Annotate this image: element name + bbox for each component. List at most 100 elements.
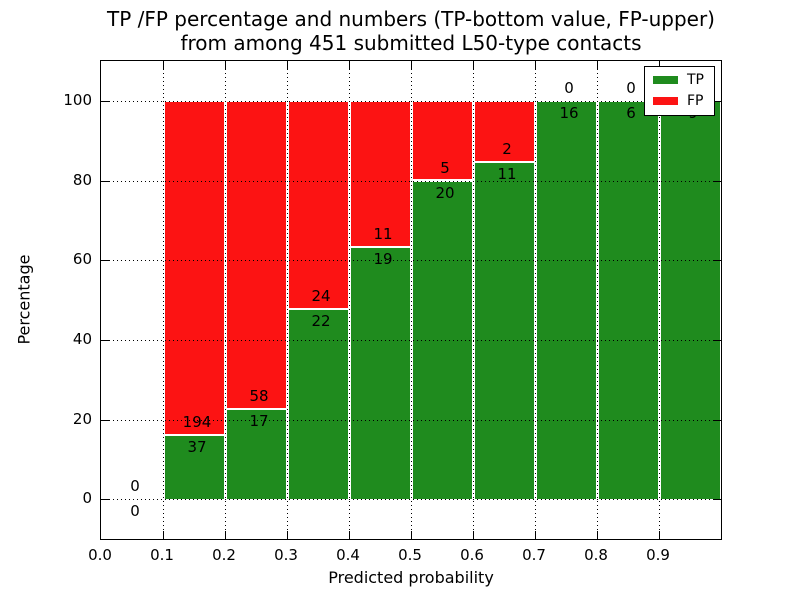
tp-count-label-2: 17 xyxy=(249,411,269,430)
fp-count-label-5: 5 xyxy=(440,158,450,177)
y-tick-right-20 xyxy=(713,419,721,421)
y-tick-right-40 xyxy=(713,339,721,341)
fp-bar-6 xyxy=(474,101,534,162)
tp-bar-4 xyxy=(350,248,410,500)
x-tick-top-0.1 xyxy=(163,61,164,69)
x-tick-top-0.2 xyxy=(225,61,226,69)
tp-bar-3 xyxy=(288,309,348,500)
fp-count-label-0: 0 xyxy=(130,477,140,496)
y-tick-right-60 xyxy=(713,260,721,262)
tp-count-label-8: 6 xyxy=(626,103,636,122)
legend-label-tp: TP xyxy=(687,72,704,88)
fp-count-label-8: 0 xyxy=(626,78,636,97)
x-tick-top-0.9 xyxy=(659,61,660,69)
x-tick-label-0.4: 0.4 xyxy=(336,546,360,564)
y-tick-label-40: 40 xyxy=(72,329,92,348)
y-tick-label-80: 80 xyxy=(72,170,92,189)
grid-layer xyxy=(101,61,721,539)
tp-swatch-icon xyxy=(653,76,678,84)
x-tick-top-0.4 xyxy=(349,61,350,69)
y-tick-left-20 xyxy=(101,419,109,421)
tp-bar-9 xyxy=(660,101,720,500)
x-tick-top-0.6 xyxy=(473,61,474,69)
x-tick-label-0.3: 0.3 xyxy=(274,546,298,564)
tp-bar-7 xyxy=(536,101,596,500)
chart-title: TP /FP percentage and numbers (TP-bottom… xyxy=(100,7,722,55)
x-tick-label-0.0: 0.0 xyxy=(88,546,112,564)
x-tick-bottom-0.4 xyxy=(349,531,350,539)
tp-bar-8 xyxy=(598,101,658,500)
tp-count-label-3: 22 xyxy=(311,311,331,330)
y-tick-left-40 xyxy=(101,339,109,341)
y-tick-label-20: 20 xyxy=(72,409,92,428)
gridline-x-0.2 xyxy=(225,61,226,539)
y-tick-label-60: 60 xyxy=(72,250,92,269)
fp-count-label-2: 58 xyxy=(249,386,269,405)
y-tick-label-0: 0 xyxy=(82,489,92,508)
tp-count-label-5: 20 xyxy=(435,183,455,202)
x-tick-top-0.8 xyxy=(597,61,598,69)
annotations-layer: 00194375817242211195202110160609 xyxy=(101,61,721,539)
plot-area: 00194375817242211195202110160609 TP FP xyxy=(100,60,722,540)
legend: TP FP xyxy=(644,66,715,116)
x-tick-bottom-0.5 xyxy=(411,531,412,539)
x-axis-label: Predicted probability xyxy=(328,568,494,587)
fp-bar-5 xyxy=(412,101,472,180)
x-tick-label-0.5: 0.5 xyxy=(398,546,422,564)
fp-count-label-6: 2 xyxy=(502,140,512,159)
tp-count-label-1: 37 xyxy=(187,438,207,457)
y-tick-label-100: 100 xyxy=(63,90,92,109)
fp-bar-2 xyxy=(226,101,286,408)
y-tick-left-0 xyxy=(101,499,109,501)
fp-count-label-3: 24 xyxy=(311,286,331,305)
tp-bar-6 xyxy=(474,163,534,500)
x-tick-label-0.7: 0.7 xyxy=(522,546,546,564)
tp-bar-2 xyxy=(226,409,286,500)
y-tick-right-100 xyxy=(713,100,721,102)
tp-count-label-7: 16 xyxy=(559,103,579,122)
y-tick-left-100 xyxy=(101,100,109,102)
chart-title-line2: from among 451 submitted L50-type contac… xyxy=(180,31,642,55)
legend-item-tp: TP xyxy=(653,73,704,87)
fp-swatch-icon xyxy=(653,97,678,105)
x-tick-top-0.3 xyxy=(287,61,288,69)
x-tick-bottom-0.6 xyxy=(473,531,474,539)
x-tick-top-0.5 xyxy=(411,61,412,69)
legend-label-fp: FP xyxy=(687,93,704,109)
fp-bar-1 xyxy=(164,101,224,435)
x-tick-label-0.6: 0.6 xyxy=(460,546,484,564)
tp-count-label-4: 19 xyxy=(373,250,393,269)
gridline-x-0.5 xyxy=(411,61,412,539)
gridline-x-0.1 xyxy=(163,61,164,539)
y-tick-left-60 xyxy=(101,260,109,262)
gridline-x-0.4 xyxy=(349,61,350,539)
y-tick-left-80 xyxy=(101,180,109,182)
tp-bar-1 xyxy=(164,436,224,500)
fp-bar-3 xyxy=(288,101,348,308)
fp-bar-4 xyxy=(350,101,410,247)
chart-title-line1: TP /FP percentage and numbers (TP-bottom… xyxy=(107,7,715,31)
gridline-x-0.6 xyxy=(473,61,474,539)
tp-count-label-6: 11 xyxy=(497,165,517,184)
x-tick-label-0.1: 0.1 xyxy=(150,546,174,564)
x-tick-label-0.9: 0.9 xyxy=(646,546,670,564)
x-tick-bottom-0.1 xyxy=(163,531,164,539)
x-tick-bottom-0.2 xyxy=(225,531,226,539)
gridline-x-0.8 xyxy=(597,61,598,539)
y-tick-right-80 xyxy=(713,180,721,182)
tp-count-label-0: 0 xyxy=(130,502,140,521)
y-tick-right-0 xyxy=(713,499,721,501)
x-tick-top-0.7 xyxy=(535,61,536,69)
x-tick-label-0.2: 0.2 xyxy=(212,546,236,564)
x-tick-label-0.8: 0.8 xyxy=(584,546,608,564)
gridline-x-0.9 xyxy=(659,61,660,539)
gridline-x-0.7 xyxy=(535,61,536,539)
gridline-x-0.3 xyxy=(287,61,288,539)
x-tick-bottom-0.3 xyxy=(287,531,288,539)
legend-item-fp: FP xyxy=(653,94,704,108)
x-tick-bottom-0.9 xyxy=(659,531,660,539)
fp-count-label-7: 0 xyxy=(564,78,574,97)
fp-count-label-4: 11 xyxy=(373,225,393,244)
fp-count-label-1: 194 xyxy=(182,413,212,432)
